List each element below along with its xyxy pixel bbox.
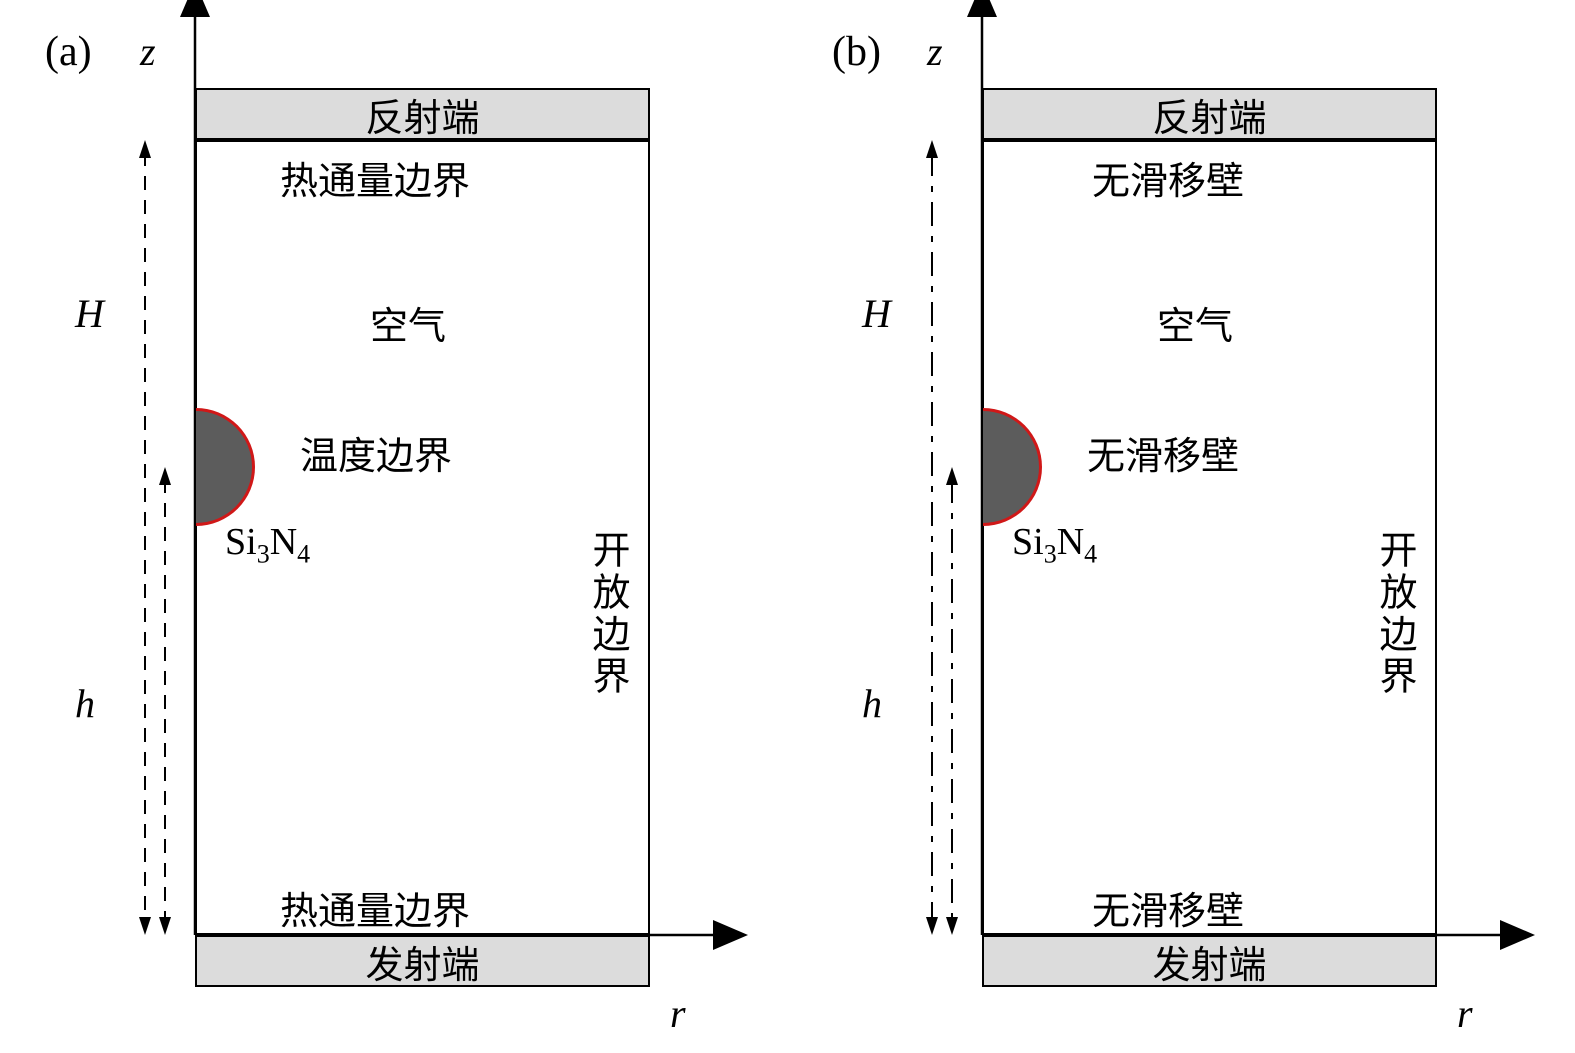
panel-a: (a) z r H h 反射端 发射端 热通量边界 空气 温度边界 [0,0,787,1053]
bottom-end-label-a: 发射端 [365,934,479,989]
bottom-end-label-b: 发射端 [1152,934,1266,989]
air-label-a: 空气 [370,295,446,350]
right-boundary-a: 开放边界 [580,530,635,698]
sphere-boundary-b: 无滑移壁 [1087,425,1239,480]
top-end-b: 反射端 [982,88,1437,140]
bottom-boundary-a: 热通量边界 [280,880,470,935]
top-boundary-a: 热通量边界 [280,150,470,205]
top-end-a: 反射端 [195,88,650,140]
top-boundary-b: 无滑移壁 [1092,150,1244,205]
material-a: Si3N4 [225,520,310,570]
sphere-boundary-a: 温度边界 [300,425,452,480]
bottom-boundary-b: 无滑移壁 [1092,880,1244,935]
panel-b: (b) z r H h 反射端 发射端 无滑移壁 空气 无滑移壁 Si3N4 开… [787,0,1574,1053]
air-label-b: 空气 [1157,295,1233,350]
right-boundary-b: 开放边界 [1367,530,1422,698]
bottom-end-b: 发射端 [982,935,1437,987]
top-end-label-b: 反射端 [1152,87,1266,142]
bottom-end-a: 发射端 [195,935,650,987]
material-b: Si3N4 [1012,520,1097,570]
top-end-label-a: 反射端 [365,87,479,142]
